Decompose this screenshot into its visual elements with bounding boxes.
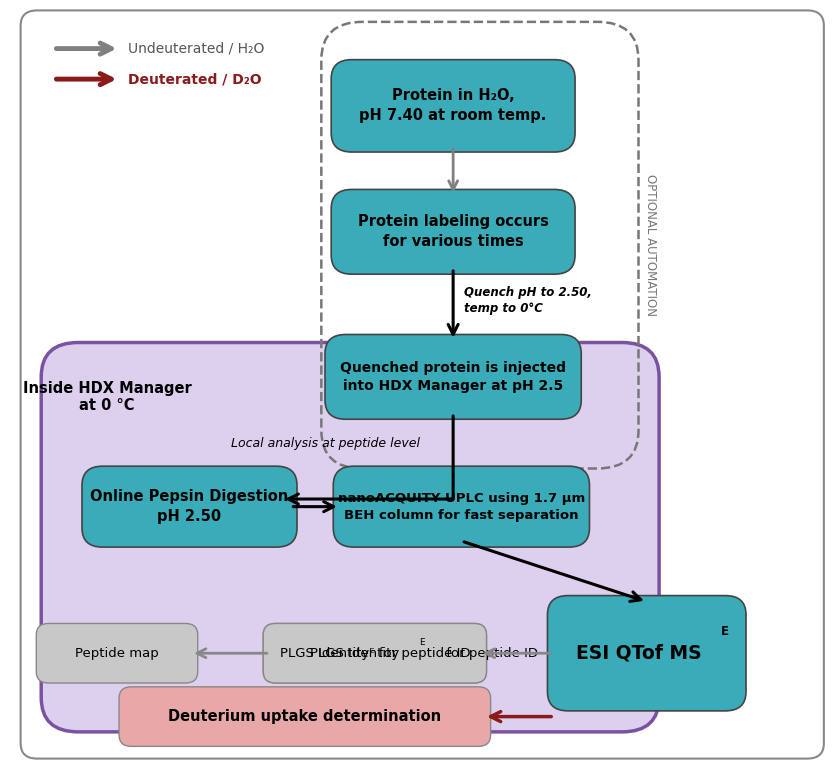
Text: nanoACQUITY UPLC using 1.7 μm
BEH column for fast separation: nanoACQUITY UPLC using 1.7 μm BEH column… <box>338 491 585 521</box>
FancyBboxPatch shape <box>36 624 198 683</box>
Text: OPTIONAL AUTOMATION: OPTIONAL AUTOMATION <box>644 174 658 316</box>
FancyBboxPatch shape <box>548 596 746 711</box>
Text: Deuterated / D₂O: Deuterated / D₂O <box>128 72 261 86</box>
Text: E: E <box>721 625 729 638</box>
Text: Local analysis at peptide level: Local analysis at peptide level <box>231 437 420 450</box>
Text: PLGS Identity: PLGS Identity <box>310 647 399 660</box>
Text: Inside HDX Manager
at 0 °C: Inside HDX Manager at 0 °C <box>23 381 191 413</box>
FancyBboxPatch shape <box>119 687 491 747</box>
FancyBboxPatch shape <box>325 335 581 419</box>
Text: for peptide ID: for peptide ID <box>442 647 539 660</box>
FancyBboxPatch shape <box>331 189 575 275</box>
Text: Online Pepsin Digestion
pH 2.50: Online Pepsin Digestion pH 2.50 <box>91 489 289 524</box>
Text: ESI QTof MS: ESI QTof MS <box>576 644 701 663</box>
FancyBboxPatch shape <box>331 60 575 152</box>
Text: Deuterium uptake determination: Deuterium uptake determination <box>169 709 441 724</box>
FancyBboxPatch shape <box>41 342 659 732</box>
FancyBboxPatch shape <box>263 624 487 683</box>
FancyBboxPatch shape <box>333 466 590 547</box>
Text: Protein labeling occurs
for various times: Protein labeling occurs for various time… <box>357 215 549 249</box>
Text: Peptide map: Peptide map <box>76 647 159 660</box>
Text: E: E <box>419 638 425 647</box>
Text: Quenched protein is injected
into HDX Manager at pH 2.5: Quenched protein is injected into HDX Ma… <box>340 361 566 393</box>
Text: Undeuterated / H₂O: Undeuterated / H₂O <box>128 42 264 55</box>
Text: PLGS Identityᴱ for peptide ID: PLGS Identityᴱ for peptide ID <box>279 647 470 660</box>
Text: Protein in H₂O,
pH 7.40 at room temp.: Protein in H₂O, pH 7.40 at room temp. <box>359 88 547 123</box>
FancyBboxPatch shape <box>82 466 297 547</box>
Text: Quench pH to 2.50,
temp to 0°C: Quench pH to 2.50, temp to 0°C <box>464 286 591 315</box>
FancyBboxPatch shape <box>263 624 487 683</box>
